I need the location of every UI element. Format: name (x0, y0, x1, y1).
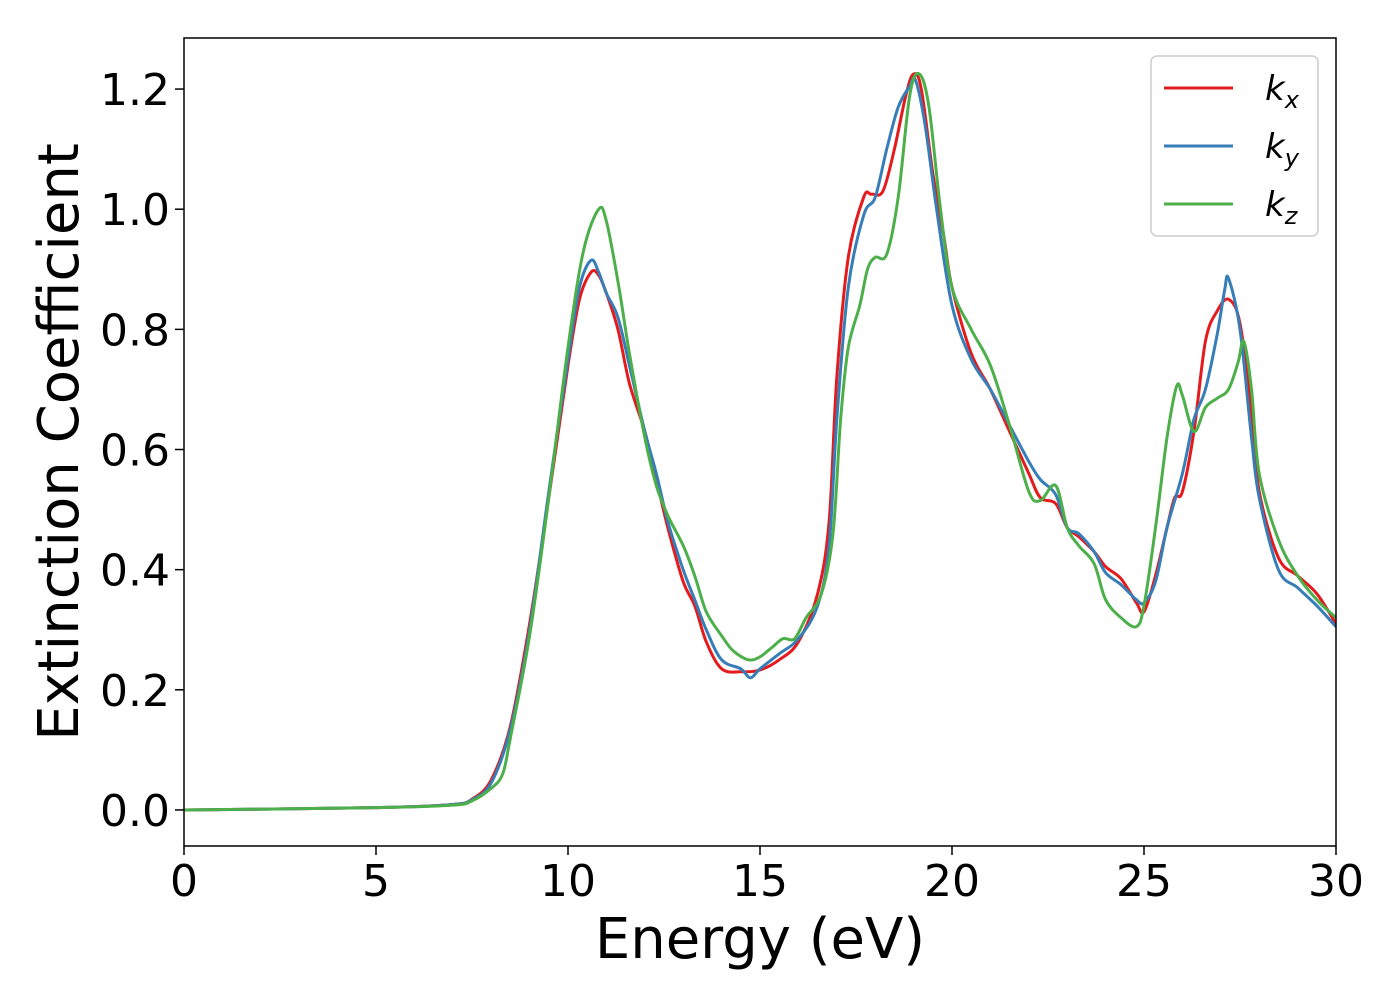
y-tick-label: 0.4 (100, 546, 170, 597)
x-tick-label: 5 (362, 856, 390, 907)
legend-label-subscript: z (1284, 202, 1299, 230)
x-tick-label: 0 (170, 856, 198, 907)
series-layer (184, 71, 1336, 812)
x-axis-ticks: 0 5 10 15 20 25 30 (170, 846, 1364, 907)
legend-label-subscript: y (1284, 144, 1300, 172)
legend-label-base: k (1265, 185, 1286, 225)
series-line-kz (184, 71, 1336, 812)
y-tick-label: 1.2 (100, 65, 170, 116)
x-tick-label: 30 (1308, 856, 1364, 907)
legend-label-kx: kx (1265, 69, 1300, 114)
legend-label-kz: kz (1265, 185, 1299, 230)
y-tick-label: 0.0 (100, 786, 170, 837)
legend-label-base: k (1265, 127, 1286, 167)
x-tick-label: 15 (732, 856, 788, 907)
x-axis-label: Energy (eV) (595, 907, 925, 972)
legend-label-base: k (1265, 69, 1286, 109)
y-tick-label: 0.6 (100, 426, 170, 477)
y-axis-label: Extinction Coefficient (27, 143, 92, 741)
x-tick-label: 20 (924, 856, 980, 907)
x-tick-label: 25 (1116, 856, 1172, 907)
x-tick-label: 10 (540, 856, 596, 907)
legend-label-ky: ky (1265, 127, 1300, 172)
y-axis-ticks: 0.0 0.2 0.4 0.6 0.8 1.0 1.2 (100, 65, 184, 837)
y-tick-label: 1.0 (100, 185, 170, 236)
y-tick-label: 0.2 (100, 666, 170, 717)
series-line-ky (184, 76, 1336, 812)
legend-label-subscript: x (1284, 86, 1300, 114)
y-tick-label: 0.8 (100, 305, 170, 356)
legend-box (1150, 55, 1319, 237)
series-line-kx (184, 72, 1336, 812)
